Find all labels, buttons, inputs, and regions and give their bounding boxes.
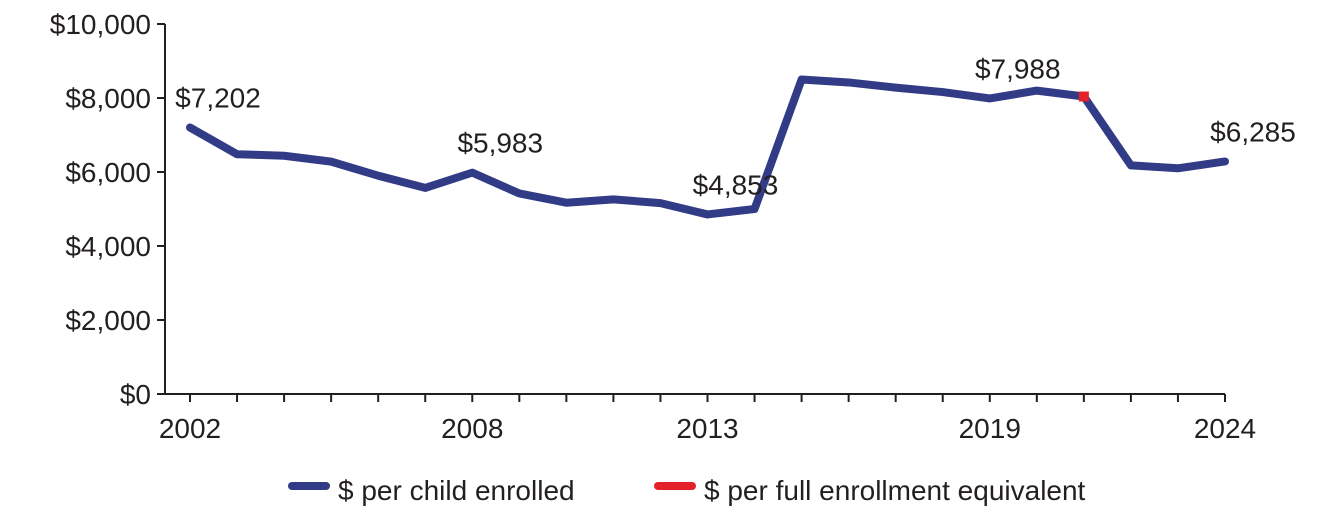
data-label: $4,853 bbox=[693, 169, 779, 200]
data-labels: $7,202 $5,983 $4,853 $7,988 $6,285 bbox=[175, 53, 1296, 200]
data-point-full-enrollment-equivalent bbox=[1078, 91, 1089, 102]
x-tick-label: 2013 bbox=[676, 413, 738, 444]
legend-label-series-2: $ per full enrollment equivalent bbox=[704, 475, 1086, 506]
data-label: $6,285 bbox=[1210, 116, 1296, 147]
y-tick-label: $10,000 bbox=[50, 9, 151, 40]
x-tick-label: 2019 bbox=[959, 413, 1021, 444]
x-axis: 2002 2008 2013 2019 2024 bbox=[159, 393, 1256, 444]
x-tick-label: 2024 bbox=[1194, 413, 1256, 444]
x-tick-label: 2008 bbox=[441, 413, 503, 444]
legend-label-series-1: $ per child enrolled bbox=[338, 475, 575, 506]
legend: $ per child enrolled $ per full enrollme… bbox=[288, 475, 1086, 506]
x-tick-label: 2002 bbox=[159, 413, 221, 444]
y-tick-label: $2,000 bbox=[65, 305, 151, 336]
y-tick-label: $4,000 bbox=[65, 231, 151, 262]
y-tick-label: $0 bbox=[120, 379, 151, 410]
y-axis: $0 $2,000 $4,000 $6,000 $8,000 $10,000 bbox=[50, 9, 166, 410]
data-label: $7,202 bbox=[175, 83, 261, 114]
y-tick-label: $6,000 bbox=[65, 157, 151, 188]
series-lines bbox=[186, 75, 1229, 219]
data-label: $5,983 bbox=[457, 128, 543, 159]
y-tick-label: $8,000 bbox=[65, 83, 151, 114]
data-label: $7,988 bbox=[975, 53, 1061, 84]
